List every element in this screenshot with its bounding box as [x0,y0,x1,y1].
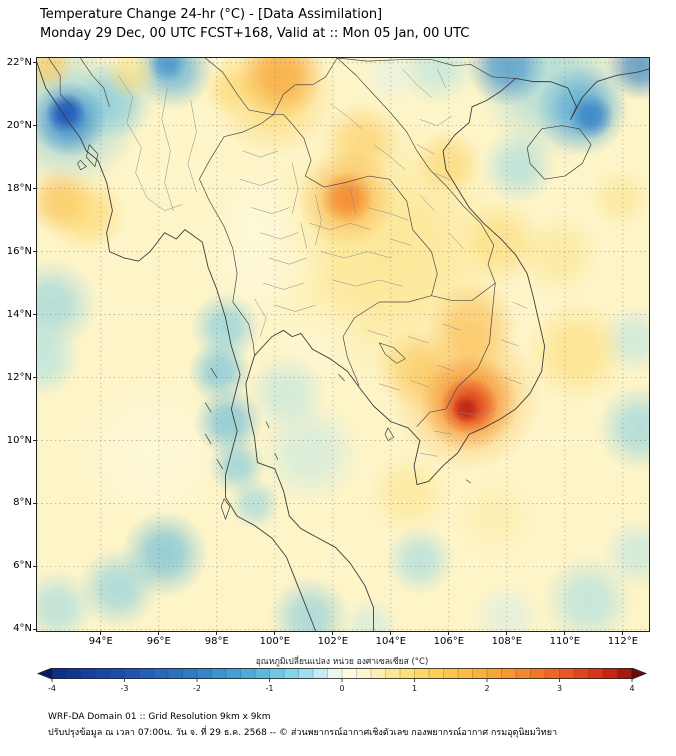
y-axis-tick-mark [33,188,37,190]
y-axis-tick-mark [33,251,37,253]
footer-attribution: ปรับปรุงข้อมูล ณ เวลา 07:00น. วัน จ. ที่… [48,728,558,738]
y-axis-tick-mark [33,377,37,379]
footer-block: WRF-DA Domain 01 :: Grid Resolution 9km … [48,709,557,741]
y-axis-tick-label: 8°N [13,497,32,509]
y-axis-tick-label: 6°N [13,560,32,572]
y-axis-tick-label: 12°N [6,371,32,383]
y-axis-tick-mark [33,502,37,504]
x-axis-tick-mark [216,631,218,635]
footer-domain-info: WRF-DA Domain 01 :: Grid Resolution 9km … [48,712,271,722]
x-axis-tick-label: 94°E [88,636,113,647]
y-axis-tick-label: 22°N [6,56,32,68]
temperature-field-canvas [37,58,649,631]
colorbar-label: อุณหภูมิเปลี่ยนแปลง หน่วย องศาเซลเซียส (… [255,657,429,667]
x-axis-tick-mark [390,631,392,635]
map-plot-area: 94°E 96°E 98°E 100°E 102°E 104°E 106°E 108°E 110… [7,57,650,647]
y-axis-tick-label: 14°N [6,308,32,320]
y-axis-tick-label: 20°N [6,119,32,131]
figure-subtitle: Monday 29 Dec, 00 UTC FCST+168, Valid at… [40,26,470,41]
x-axis-tick-mark [506,631,508,635]
x-axis-tick-label: 106°E [433,636,465,647]
x-axis-tick-mark [448,631,450,635]
y-axis-tick-label: 16°N [6,245,32,257]
x-axis-tick-label: 100°E [259,636,291,647]
y-axis-tick-mark [33,440,37,442]
figure-title: Temperature Change 24-hr (°C) - [Data As… [40,7,383,22]
y-axis-tick-mark [33,62,37,64]
x-axis-tick-label: 96°E [146,636,171,647]
x-axis-tick-mark [100,631,102,635]
x-axis-tick-label: 98°E [204,636,229,647]
x-axis-tick-label: 108°E [491,636,523,647]
y-axis-tick-label: 4°N [13,623,32,635]
y-axis-tick-mark [33,125,37,127]
x-axis-tick-label: 104°E [375,636,407,647]
x-axis-tick-mark [564,631,566,635]
y-axis-tick-label: 18°N [6,182,32,194]
colorbar: อุณหภูมิเปลี่ยนแปลง หน่วย องศาเซลเซียส (… [36,656,648,694]
title-block: Temperature Change 24-hr (°C) - [Data As… [40,6,469,42]
y-axis-tick-mark [33,314,37,316]
y-axis-tick-label: 10°N [6,434,32,446]
x-axis-tick-mark [332,631,334,635]
y-axis-tick-mark [33,565,37,567]
x-axis-tick-label: 102°E [317,636,349,647]
y-axis-tick-mark [33,628,37,630]
x-axis-tick-label: 110°E [549,636,581,647]
x-axis-tick-mark [622,631,624,635]
x-axis-tick-mark [158,631,160,635]
colorbar-canvas [36,668,648,694]
x-axis-tick-label: 112°E [607,636,639,647]
x-axis-tick-mark [274,631,276,635]
